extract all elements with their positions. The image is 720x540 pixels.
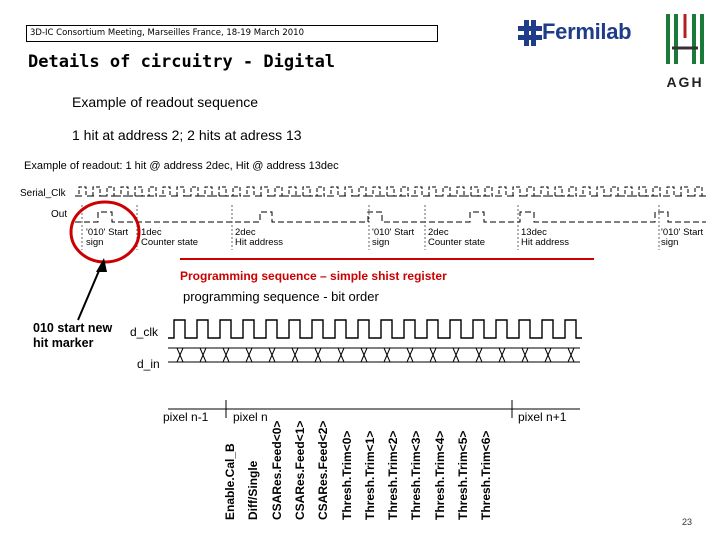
d-in-transition: [199, 347, 207, 363]
agh-wordmark: AGH: [666, 74, 704, 90]
d-in-transition: [268, 347, 276, 363]
pixel-n-minus-1-label: pixel n-1: [163, 410, 209, 424]
bit-label: Diff/Single: [246, 460, 261, 520]
readout-annotation-3: 2dec Hit address: [235, 227, 284, 248]
meeting-banner: 3D-IC Consortium Meeting, Marseilles Fra…: [26, 25, 438, 42]
d-in-transition: [521, 347, 529, 363]
fermilab-wordmark: Fermilab: [542, 19, 632, 44]
slide-title: Details of circuitry - Digital: [28, 52, 336, 72]
d-clk-label: d_clk: [130, 325, 159, 339]
readout-annotation-2: 1dec Counter state: [141, 227, 199, 248]
bit-label: CSARes.Feed<0>: [269, 420, 284, 520]
serial-clk-pulse-train: [75, 186, 705, 197]
d-in-waveform: [168, 347, 580, 363]
d-clk-pulse-train: [168, 319, 582, 339]
start-sign-highlight: [69, 200, 141, 264]
d-in-transition: [567, 347, 575, 363]
d-in-transition: [475, 347, 483, 363]
agh-logo-icon: [666, 14, 704, 64]
bit-label: Thresh.Trim<5>: [456, 430, 470, 520]
pixel-n-plus-1-label: pixel n+1: [518, 410, 567, 424]
fermilab-logo-icon: [518, 20, 542, 46]
d-in-label: d_in: [137, 357, 160, 371]
serial-clk-label: Serial_Clk: [20, 188, 66, 199]
page-number: 23: [682, 517, 693, 527]
out-signal-label: Out: [51, 209, 68, 220]
bit-label: Thresh.Trim<0>: [339, 430, 354, 520]
pixel-n-label: pixel n: [233, 410, 268, 424]
marker-arrow: [77, 265, 102, 321]
d-in-transition: [291, 347, 299, 363]
d-in-transitions: [176, 347, 575, 363]
d-in-transition: [383, 347, 391, 363]
readout-annotation-1: '010' Start sign: [86, 227, 129, 248]
readout-annotation-4: '010' Start sign: [372, 227, 415, 248]
d-in-transition: [498, 347, 506, 363]
d-in-transition: [452, 347, 460, 363]
serial-clk-pulses: [75, 186, 705, 197]
d-in-transition: [544, 347, 552, 363]
d-in-transition: [176, 347, 184, 363]
readout-annotation-5: 2dec Counter state: [428, 227, 486, 248]
d-in-transition: [222, 347, 230, 363]
bit-order-label: programming sequence - bit order: [183, 289, 379, 304]
bit-label: Thresh.Trim<6>: [479, 430, 494, 520]
readout-diagram-label: Example of readout: 1 hit @ address 2dec…: [24, 160, 339, 172]
bit-label: Thresh.Trim<1>: [362, 430, 377, 520]
d-in-transition: [245, 347, 253, 363]
bit-label: Thresh.Trim<2>: [386, 430, 401, 520]
subtitle-readout: Example of readout sequence: [72, 94, 259, 110]
d-in-transition: [360, 347, 368, 363]
readout-annotation-6: 13dec Hit address: [521, 227, 570, 248]
d-in-transition: [314, 347, 322, 363]
bit-label: Enable.Cal_B: [223, 443, 237, 520]
d-in-transition: [337, 347, 345, 363]
pixel-range-arrows: [168, 400, 580, 418]
bit-label: Thresh.Trim<4>: [432, 430, 447, 520]
programming-sequence-title: Programming sequence – simple shist regi…: [180, 269, 447, 283]
readout-annotation-7: '010' Start sign: [661, 227, 704, 248]
bit-label: CSARes.Feed<2>: [316, 420, 331, 520]
d-in-transition: [429, 347, 437, 363]
d-clk-waveform: [168, 319, 582, 339]
d-in-transition: [406, 347, 414, 363]
bit-label: CSARes.Feed<1>: [292, 420, 307, 520]
bit-label: Thresh.Trim<3>: [409, 430, 424, 520]
subtitle-hits: 1 hit at address 2; 2 hits at adress 13: [72, 127, 302, 143]
start-marker-note: 010 start new hit marker: [33, 321, 113, 350]
marker-arrowhead: [96, 258, 107, 272]
